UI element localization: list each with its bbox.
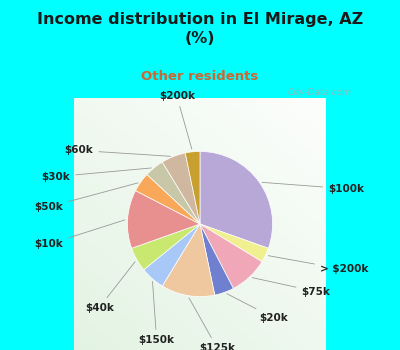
- Text: $60k: $60k: [65, 145, 171, 156]
- Wedge shape: [200, 224, 233, 295]
- Wedge shape: [200, 152, 272, 248]
- Wedge shape: [162, 153, 200, 224]
- Text: Income distribution in El Mirage, AZ
(%): Income distribution in El Mirage, AZ (%): [37, 12, 363, 46]
- Text: Other residents: Other residents: [141, 70, 259, 83]
- Wedge shape: [147, 162, 200, 224]
- Text: $125k: $125k: [189, 298, 235, 350]
- Wedge shape: [144, 224, 200, 286]
- Text: $20k: $20k: [227, 294, 288, 323]
- Text: $40k: $40k: [85, 262, 135, 313]
- Text: $150k: $150k: [139, 281, 175, 345]
- Text: > $200k: > $200k: [268, 256, 368, 274]
- Wedge shape: [185, 152, 200, 224]
- Wedge shape: [132, 224, 200, 270]
- Wedge shape: [162, 224, 215, 296]
- Text: City-Data.com: City-Data.com: [287, 88, 351, 97]
- Text: $200k: $200k: [159, 91, 195, 149]
- Wedge shape: [200, 224, 262, 288]
- Text: $75k: $75k: [252, 278, 330, 296]
- Wedge shape: [200, 224, 268, 262]
- Text: $30k: $30k: [42, 168, 152, 182]
- Text: $100k: $100k: [262, 182, 364, 194]
- Text: $50k: $50k: [34, 183, 138, 212]
- Wedge shape: [128, 191, 200, 248]
- Wedge shape: [136, 174, 200, 224]
- Text: $10k: $10k: [34, 220, 125, 249]
